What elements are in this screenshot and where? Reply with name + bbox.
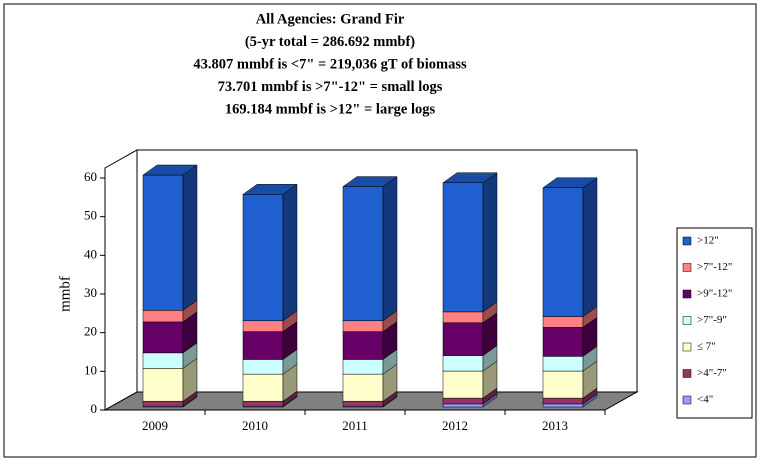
bar-top [242, 184, 298, 195]
y-tick-label: 20 [84, 324, 97, 339]
bar-front [542, 397, 584, 405]
y-tick-label: 40 [84, 246, 97, 261]
chart-title: 73.701 mmbf is >7"-12" = small logs [218, 79, 443, 95]
x-tick-label: 2009 [142, 418, 168, 433]
bar-segment [142, 164, 198, 311]
bar-front [142, 352, 184, 369]
bar-segment [342, 348, 398, 375]
x-tick-label: 2010 [242, 418, 268, 433]
chart-title: 169.184 mmbf is >12" = large logs [225, 101, 436, 117]
bar-segment [242, 321, 298, 360]
bar-front [142, 310, 184, 323]
bar-top [342, 176, 398, 187]
bar-side [482, 172, 498, 313]
bar-front [542, 187, 584, 317]
bar-front [242, 320, 284, 332]
bar-front [442, 311, 484, 323]
bar-segment [242, 363, 298, 402]
bar-segment [542, 345, 598, 372]
bar-segment [242, 183, 298, 322]
bar-side [582, 177, 598, 318]
bar-segment [542, 360, 598, 399]
bar-front [242, 359, 284, 375]
bar-front [342, 186, 384, 322]
legend-label: >7"-12" [697, 261, 732, 273]
bar-side [182, 164, 198, 311]
x-tick-label: 2012 [442, 418, 468, 433]
y-tick-label: 30 [84, 285, 97, 300]
bar-top [542, 177, 598, 189]
legend-swatch [682, 342, 692, 352]
legend-swatch [682, 236, 692, 246]
bar-front [242, 331, 284, 360]
legend-label: >4"-7" [697, 367, 727, 379]
y-axis-label: mmbf [57, 276, 73, 312]
bar-segment [342, 363, 398, 402]
bar-front [142, 321, 184, 354]
legend-swatch [682, 289, 692, 299]
back-wall [104, 149, 138, 411]
bar-front [442, 322, 484, 356]
bar-front [442, 355, 484, 372]
bar-segment [342, 176, 398, 322]
bar-front [442, 370, 484, 399]
bar-front [542, 356, 584, 372]
bar-front [142, 368, 184, 402]
bar-front [442, 397, 484, 405]
legend-swatch [682, 316, 692, 325]
x-tick-label: 2011 [342, 418, 368, 433]
bar-front [542, 370, 584, 399]
bar-front [542, 403, 584, 408]
y-tick-label: 50 [84, 208, 97, 223]
bar-front [242, 400, 284, 407]
bar-segment [442, 345, 498, 372]
x-tick-label: 2013 [542, 418, 568, 433]
bar-front [342, 359, 384, 375]
bar-segment [142, 311, 198, 354]
bar-side [282, 183, 298, 322]
legend-swatch [682, 369, 692, 378]
y-tick-label: 60 [84, 169, 97, 184]
bar-segment [442, 360, 498, 399]
bar-front [542, 327, 584, 357]
bar-front [442, 182, 484, 313]
bar-front [242, 373, 284, 402]
bar-segment [342, 321, 398, 360]
legend-label: <4" [697, 394, 713, 406]
bar-front [342, 373, 384, 402]
chart-title: (5-yr total = 286.692 mmbf) [245, 34, 415, 50]
bar-top [442, 172, 498, 183]
bar-front [142, 174, 184, 311]
legend-label: >7"-9" [697, 314, 727, 326]
bar-front [342, 331, 384, 360]
bar-front [142, 400, 184, 407]
legend-label: >9"-12" [697, 288, 732, 300]
bar-front [442, 403, 484, 408]
bar-segment [442, 312, 498, 357]
bar-top [142, 164, 198, 176]
bar-front [342, 400, 384, 407]
bar-front [542, 316, 584, 328]
legend-swatch [682, 395, 692, 405]
bar-side [382, 176, 398, 322]
bar-front [242, 194, 284, 322]
y-tick-label: 10 [84, 362, 97, 377]
bar-segment [442, 172, 498, 313]
y-tick-label: 0 [91, 401, 98, 416]
bar-segment [542, 387, 598, 405]
legend-label: ≤ 7" [697, 341, 716, 353]
legend-label: >12" [697, 235, 719, 247]
chart-title: 43.807 mmbf is <7" = 219,036 gT of bioma… [193, 56, 467, 72]
bar-front [342, 320, 384, 332]
bar-segment [542, 177, 598, 318]
bar-segment [142, 357, 198, 402]
legend-swatch [682, 263, 692, 272]
chart-title: All Agencies: Grand Fir [256, 11, 405, 27]
